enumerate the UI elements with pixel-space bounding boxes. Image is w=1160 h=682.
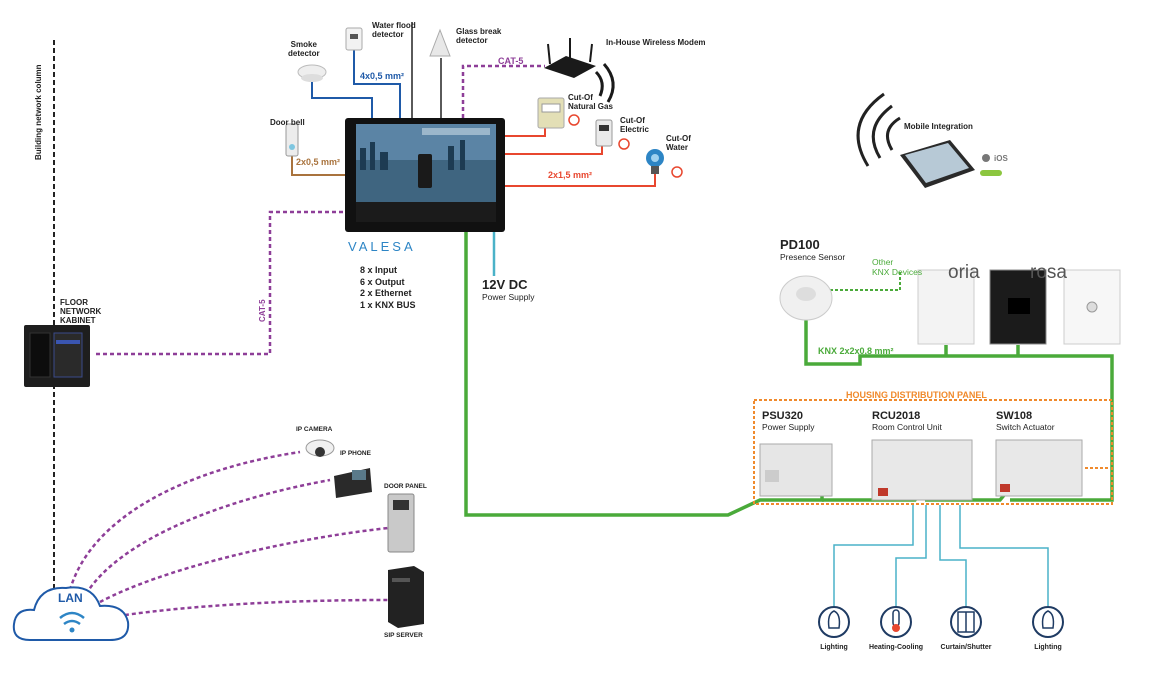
cat5-cable-modem	[461, 64, 545, 118]
smoke-label: Smoke detector	[288, 40, 320, 59]
cut-off-badges	[568, 114, 683, 178]
mobile-label: Mobile Integration	[904, 122, 973, 131]
building-column-label: Building network column	[34, 64, 43, 160]
load-label-lighting-2: Lighting	[1034, 644, 1062, 651]
mobile-phone	[900, 140, 975, 188]
lighting-icon	[818, 606, 850, 638]
rosa-socket	[1063, 269, 1121, 345]
door-panel-label: DOOR PANEL	[384, 483, 427, 490]
valve-wire-label: 2x1,5 mm²	[548, 170, 593, 180]
ip-camera-label: IP CAMERA	[296, 426, 333, 433]
sw108-module	[995, 439, 1083, 497]
psu320-module	[759, 443, 833, 497]
water-flood-label: Water flood detector	[372, 21, 416, 40]
lan-link-camera	[68, 450, 301, 591]
knx-other-dotted	[830, 270, 901, 291]
presence-sensor-label: PD100 Presence Sensor	[780, 237, 846, 262]
electric-label: Cut-Of Electric	[620, 116, 649, 135]
load-label-curtain: Curtain/Shutter	[940, 644, 992, 651]
load-wire-3	[939, 505, 967, 606]
supply-label: 12V DC Power Supply	[482, 277, 535, 302]
lighting-icon	[1032, 606, 1064, 638]
floor-cabinet-label: FLOOR NETWORK KABINET	[60, 298, 102, 326]
panel-specs: 8 x Input 6 x Output 2 x Ethernet 1 x KN…	[360, 265, 416, 311]
door-bell-label: Door bell	[270, 118, 305, 127]
mobile-wifi-icon	[856, 92, 901, 167]
load-label-lighting-1: Lighting	[820, 644, 848, 651]
load-wire-2	[895, 505, 927, 606]
housing-panel-frame	[753, 399, 1113, 505]
lan-label: LAN	[58, 591, 83, 605]
wire-flood	[353, 48, 401, 118]
gas-label: Cut-Of Natural Gas	[568, 93, 613, 112]
rcu2018-module	[871, 439, 973, 501]
lan-link-server	[117, 598, 389, 618]
wire-electric	[505, 144, 603, 155]
smoke-detector	[297, 64, 327, 82]
cat5-cable-cabinet	[96, 210, 345, 356]
water-valve	[646, 149, 664, 174]
sensor-wire-label: 4x0,5 mm²	[360, 71, 405, 81]
cat5-top-label: CAT-5	[498, 56, 524, 66]
apple-icon	[982, 154, 990, 162]
presence-sensor	[779, 275, 833, 321]
ip-phone	[334, 468, 372, 498]
thermometer-icon	[880, 606, 912, 638]
ip-phone-label: IP PHONE	[340, 450, 371, 457]
sw108-label: SW108 Switch Actuator	[996, 410, 1055, 432]
rcu2018-label: RCU2018 Room Control Unit	[872, 410, 942, 432]
oria-logo: oria	[948, 262, 980, 283]
socket-hole	[1086, 301, 1098, 313]
wifi-icon	[59, 611, 85, 633]
glass-break-detector	[429, 28, 451, 57]
other-knx-label: Other KNX Devices	[872, 257, 923, 277]
door-panel-device	[387, 493, 415, 553]
gas-meter	[537, 97, 565, 129]
rosa-logo: rosa	[1030, 262, 1067, 283]
housing-panel-label: HOUSING DISTRIBUTION PANEL	[846, 390, 987, 400]
knx-bus-main	[464, 232, 824, 517]
valesa-logo: VALESA	[348, 239, 416, 254]
load-wire-1	[833, 505, 914, 606]
knx-bus-top	[804, 320, 1114, 372]
ios-label: iOS	[994, 154, 1008, 163]
lan-link-phone	[84, 478, 331, 595]
electric-meter	[595, 119, 613, 147]
knx-bus-label: KNX 2x2x0,8 mm²	[818, 346, 894, 356]
load-wire-4	[959, 505, 1049, 606]
network-cabinet	[24, 325, 90, 387]
wire-smoke	[311, 82, 373, 118]
wireless-modem	[544, 38, 615, 103]
cat5-left-label: CAT-5	[258, 299, 267, 322]
water-flood-detector	[345, 27, 363, 51]
glass-break-label: Glass break detector	[456, 27, 502, 46]
sip-server-label: SIP SERVER	[384, 632, 423, 639]
water-label: Cut-Of Water	[666, 134, 691, 153]
wire-door-bell	[291, 156, 345, 176]
door-bell-device	[285, 123, 299, 157]
android-badge	[980, 170, 1002, 176]
sip-server	[388, 566, 424, 628]
modem-label: In-House Wireless Modem	[606, 38, 706, 47]
load-label-heating: Heating-Cooling	[868, 644, 924, 651]
touch-panel	[345, 118, 505, 232]
lan-link-doorpanel	[99, 526, 389, 604]
wire-water	[505, 172, 656, 187]
thermostat-display	[1008, 298, 1030, 314]
oria-switch	[917, 269, 975, 345]
curtain-icon	[950, 606, 982, 638]
door-bell-wire-label: 2x0,5 mm²	[296, 157, 341, 167]
psu320-label: PSU320 Power Supply	[762, 410, 815, 432]
ip-camera	[305, 439, 335, 457]
